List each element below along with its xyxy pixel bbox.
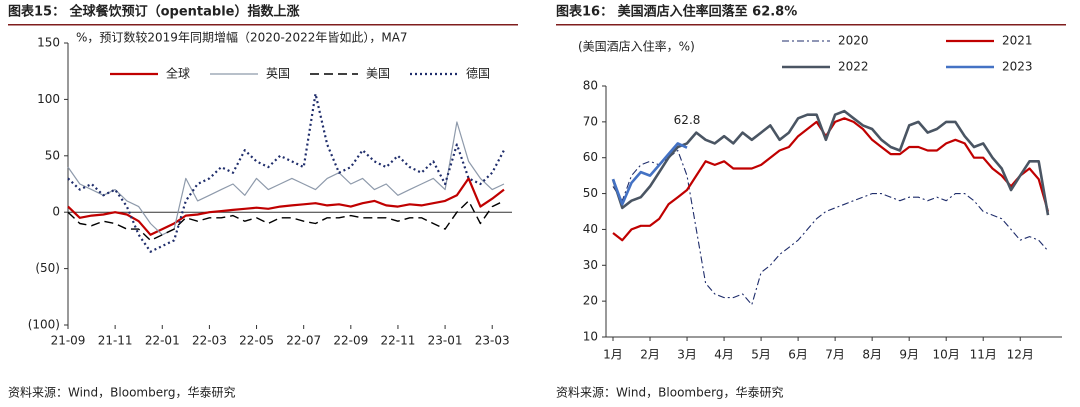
x-tick-label: 4月 xyxy=(714,348,734,362)
x-tick-label: 22-03 xyxy=(192,334,227,348)
x-tick-label: 5月 xyxy=(751,348,771,362)
x-tick-label: 1月 xyxy=(603,348,623,362)
legend-label: 2021 xyxy=(1002,34,1033,48)
series-line xyxy=(612,149,1049,306)
legend-label: 全球 xyxy=(166,66,190,81)
x-tick-label: 8月 xyxy=(862,348,882,362)
x-tick-label: 12月 xyxy=(1007,348,1034,362)
x-tick-label: 23-03 xyxy=(475,334,510,348)
legend-label: 2023 xyxy=(1002,60,1033,74)
y-tick-label: (50) xyxy=(35,261,60,275)
y-tick-label: 80 xyxy=(583,79,598,93)
source: 资料来源：Wind，Bloomberg，华泰研究 xyxy=(8,385,235,400)
chart-title: 图表16： 美国酒店入住率回落至 62.8% xyxy=(556,4,797,20)
x-tick-label: 21-11 xyxy=(98,334,133,348)
x-tick-label: 22-07 xyxy=(286,334,321,348)
series-line xyxy=(611,142,688,206)
series-line xyxy=(612,117,1050,242)
series-line xyxy=(67,200,505,242)
y-tick-label: 70 xyxy=(583,114,598,128)
annotation: (美国酒店入住率，%) xyxy=(578,39,695,54)
y-tick-label: 40 xyxy=(583,222,598,236)
x-tick-label: 7月 xyxy=(825,348,845,362)
x-tick-label: 22-11 xyxy=(381,334,416,348)
legend-label: 2022 xyxy=(838,60,869,74)
y-tick-label: 20 xyxy=(583,294,598,308)
y-tick-label: 150 xyxy=(37,36,60,50)
x-tick-label: 10月 xyxy=(933,348,960,362)
source: 资料来源：Wind，Bloomberg，华泰研究 xyxy=(556,385,783,400)
series-line xyxy=(67,177,505,236)
x-tick-label: 11月 xyxy=(970,348,997,362)
chart-title: 图表15： 全球餐饮预订（opentable）指数上涨 xyxy=(8,4,300,20)
x-tick-label: 22-09 xyxy=(333,334,368,348)
y-tick-label: 60 xyxy=(583,150,598,164)
x-tick-label: 22-05 xyxy=(239,334,274,348)
title-rule xyxy=(556,24,1066,26)
x-tick-label: 6月 xyxy=(788,348,808,362)
legend-label: 英国 xyxy=(266,67,290,81)
y-tick-label: 30 xyxy=(583,258,598,272)
x-tick-label: 21-09 xyxy=(51,334,86,348)
y-tick-label: 10 xyxy=(583,330,598,344)
y-tick-label: 0 xyxy=(52,205,60,219)
series-line xyxy=(611,109,1050,216)
x-tick-label: 9月 xyxy=(899,348,919,362)
legend-label: 德国 xyxy=(466,66,490,81)
series-line xyxy=(67,92,505,253)
x-tick-label: 2月 xyxy=(640,348,660,362)
x-tick-label: 23-01 xyxy=(428,334,463,348)
series-line xyxy=(67,121,505,236)
x-tick-label: 22-01 xyxy=(145,334,180,348)
y-tick-label: 50 xyxy=(583,186,598,200)
data-label: 62.8 xyxy=(674,113,701,127)
y-tick-label: (100) xyxy=(28,318,60,332)
title-rule xyxy=(8,24,518,26)
y-tick-label: 50 xyxy=(45,148,60,162)
annotation: %，预订数较2019年同期增幅（2020-2022年皆如此），MA7 xyxy=(76,30,408,45)
legend-label: 美国 xyxy=(366,67,390,81)
legend-label: 2020 xyxy=(838,34,869,48)
x-tick-label: 3月 xyxy=(677,348,697,362)
y-tick-label: 100 xyxy=(37,92,60,106)
